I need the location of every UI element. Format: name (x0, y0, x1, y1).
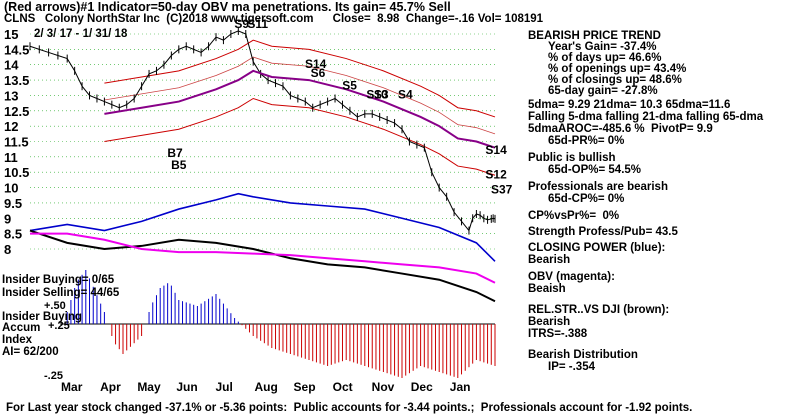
signal-label: S9 (234, 17, 249, 31)
insider-buying: Insider Buying= 0/65 (2, 274, 115, 286)
accum-plus-50: +.50 (44, 300, 66, 312)
summary-line: % of openings up= 43.4% (548, 63, 687, 75)
summary-line: Professionals are bearish (528, 181, 668, 193)
signal-label: S37 (491, 183, 513, 197)
price-gridlines (30, 33, 495, 250)
month-label: Apr (100, 380, 121, 394)
signal-label: S11 (247, 17, 268, 31)
summary-line: 5dmaAROC=-485.6 % PivotP= 9.9 (528, 123, 713, 135)
summary-line: OBV (magenta): (528, 271, 615, 283)
y-tick-label: 10 (4, 181, 18, 196)
obv-line (30, 232, 496, 284)
summary-line: REL.STR..VS DJI (brown): (528, 304, 670, 316)
summary-line: Bearish (528, 254, 571, 266)
lower-band (104, 97, 496, 176)
summary-line: 65d-OP%= 54.5% (548, 164, 642, 176)
ma65-line (104, 69, 496, 149)
y-tick-label: 10.5 (4, 165, 29, 180)
summary-line: Strength Profess/Pub= 43.5 (528, 226, 678, 238)
month-label: Jan (450, 380, 471, 394)
signal-label: S6 (311, 66, 326, 80)
y-tick-label: 12 (4, 119, 18, 134)
summary-line: CP%vsPr%= 0% (528, 210, 620, 222)
y-tick-label: 9 (4, 211, 11, 226)
y-tick-label: 11 (4, 150, 18, 165)
summary-line: % of closings up= 48.6% (548, 74, 682, 86)
y-tick-label: 15 (4, 27, 18, 42)
month-label: Oct (333, 380, 353, 394)
accum-index-panel (60, 270, 496, 378)
y-tick-label: 11.5 (4, 135, 29, 150)
month-label: Sep (294, 380, 316, 394)
signal-label: B7 (167, 146, 183, 160)
y-tick-label: 14.5 (4, 42, 29, 57)
y-tick-label: 9.5 (4, 196, 22, 211)
x-axis-months: Mar Apr May Jun Jul Aug Sep Oct Nov Dec Jan (61, 380, 470, 394)
y-tick-label: 14 (4, 58, 19, 73)
signal-label: S4 (398, 88, 413, 102)
month-label: Jun (176, 380, 197, 394)
summary-line: Falling 5-dma falling 21-dma falling 65-… (528, 111, 764, 123)
signal-label: S10 (366, 88, 388, 102)
month-label: Mar (61, 380, 83, 394)
insider-buying-label: Insider Buying (2, 311, 82, 323)
chart-series (29, 26, 496, 303)
signal-label: S5 (342, 78, 357, 92)
summary-line: 65-day gain= -27.8% (548, 85, 658, 97)
summary-line: 65d-PR%= 0% (548, 135, 625, 147)
summary-line: Year's Gain= -37.4% (548, 41, 657, 53)
closing-power-line (29, 192, 496, 262)
signal-label: B5 (171, 158, 187, 172)
summary-line: ITRS=-.388 (528, 328, 588, 340)
y-tick-label: 8 (4, 242, 11, 257)
signal-label: S14 (485, 143, 507, 157)
insider-selling: Insider Selling= 44/65 (2, 287, 120, 299)
footer-summary: For Last year stock changed -37.1% or -5… (6, 402, 693, 414)
accum-label: Accum (2, 322, 41, 334)
signal-label: S14 (305, 57, 327, 71)
inner-band (104, 56, 496, 135)
header-line-2: CLNS Colony NorthStar Inc (C)2018 www.ti… (4, 13, 544, 25)
summary-line: Beaish (528, 283, 566, 295)
accum-minus-25: -.25 (44, 370, 63, 382)
upper-band (104, 39, 496, 118)
summary-line: 5dma= 9.29 21dma= 10.3 65dma=11.6 (528, 99, 731, 111)
price-line (29, 30, 496, 232)
header-line-1: (Red arrows)#1 Indicator=50-day OBV ma p… (4, 0, 451, 14)
y-tick-label: 13 (4, 88, 18, 103)
summary-line: IP= -.354 (548, 361, 595, 373)
y-tick-label: 8.5 (4, 227, 22, 242)
ai-value: AI= 62/200 (2, 346, 59, 358)
price-bands (104, 39, 496, 176)
index-label: Index (2, 334, 33, 346)
month-label: Dec (411, 380, 433, 394)
month-label: Jul (215, 380, 232, 394)
month-label: Nov (372, 380, 395, 394)
summary-line: CLOSING POWER (blue): (528, 242, 666, 254)
signal-label: S12 (485, 167, 507, 181)
signal-label: S3 (374, 88, 389, 102)
summary-line: 65d-CP%= 0% (548, 193, 625, 205)
summary-line: BEARISH PRICE TREND (528, 30, 661, 42)
y-tick-label: 13.5 (4, 73, 29, 88)
summary-line: Public is bullish (528, 152, 616, 164)
date-range: 2/ 3/ 17 - 1/ 31/ 18 (34, 28, 128, 40)
y-tick-label: 12.5 (4, 104, 29, 119)
summary-line: Bearish (528, 316, 571, 328)
summary-line: Bearish Distribution (528, 349, 638, 361)
month-label: Aug (255, 380, 278, 394)
summary-line: % of days up= 46.6% (548, 52, 662, 64)
month-label: May (137, 380, 161, 394)
accum-plus-25: +.25 (48, 320, 70, 332)
